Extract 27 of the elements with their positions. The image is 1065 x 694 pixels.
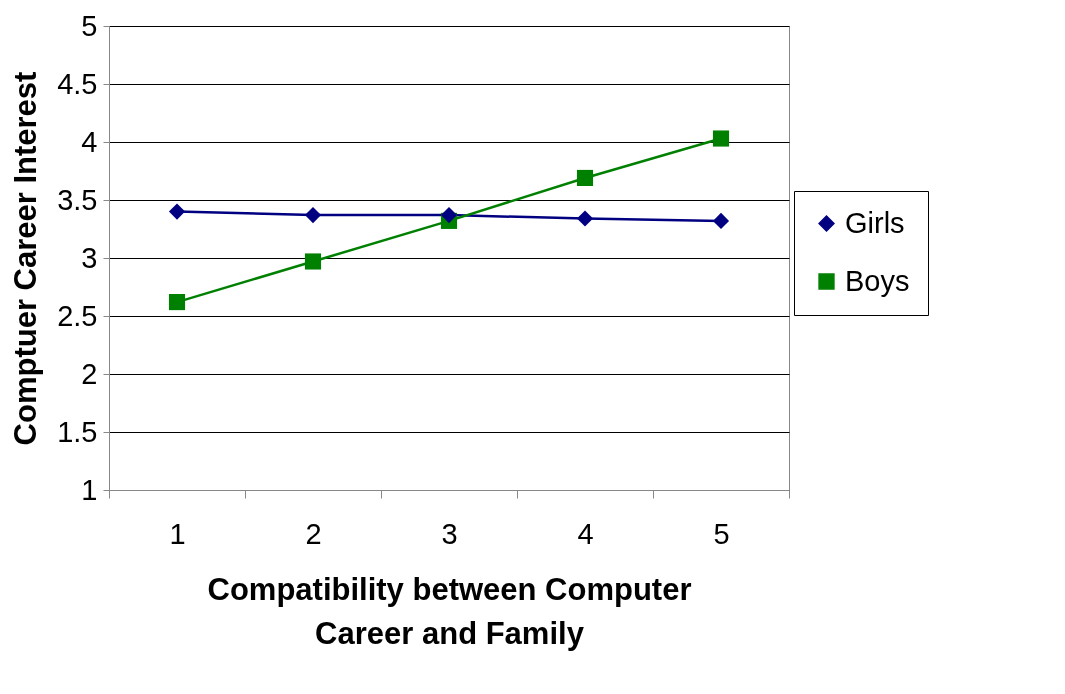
point (576, 210, 594, 227)
y-tick-label: 3 (81, 241, 98, 274)
point (712, 130, 730, 147)
y-tick-label: 1.5 (57, 415, 98, 448)
legend-label: Girls (845, 206, 905, 239)
x-tick-label: 5 (713, 517, 730, 550)
x-tick-label: 1 (169, 517, 186, 550)
point (168, 203, 186, 220)
y-tick-label: 1 (81, 473, 98, 506)
y-tick-label: 5 (81, 9, 98, 42)
point (304, 253, 322, 270)
y-tick-label: 2.5 (57, 299, 98, 332)
legend-label: Boys (845, 264, 910, 297)
y-axis-title: Comptuer Career Interest (8, 71, 44, 446)
y-tick-label: 4 (81, 125, 98, 158)
y-tick-label: 2 (81, 357, 98, 390)
x-tick-label: 3 (441, 517, 458, 550)
point (712, 212, 730, 229)
x-tick-label: 2 (305, 517, 322, 550)
point (304, 207, 322, 224)
x-axis-title: Compatibility between Computer Career and Family (207, 571, 692, 651)
point (576, 169, 594, 187)
point (440, 207, 458, 224)
y-tick-label: 3.5 (57, 183, 98, 216)
point (168, 294, 186, 311)
y-tick-label: 4.5 (57, 67, 98, 100)
x-tick-label: 4 (577, 517, 594, 550)
